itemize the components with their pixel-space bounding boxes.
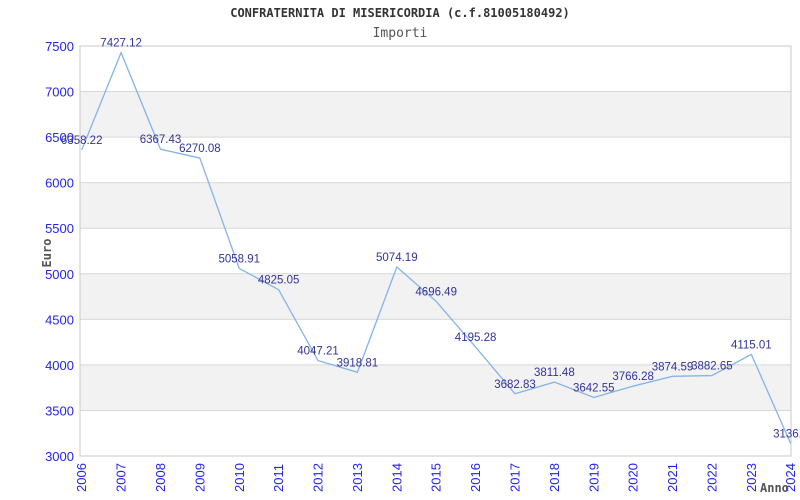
data-point-label: 6270.08	[179, 143, 221, 155]
x-tick-label: 2024	[783, 463, 798, 492]
data-point-label: 4825.05	[258, 275, 300, 287]
x-tick-label: 2017	[507, 463, 522, 492]
data-point-label: 3682.83	[494, 379, 536, 391]
chart-title: CONFRATERNITA DI MISERICORDIA (c.f.81005…	[230, 6, 570, 20]
data-point-label: 5074.19	[376, 252, 418, 264]
x-tick-label: 2006	[74, 463, 89, 492]
data-point-label: 4047.21	[297, 346, 339, 358]
data-point-label: 6358.22	[61, 135, 103, 147]
y-tick-label: 5500	[45, 221, 74, 236]
x-tick-label: 2022	[704, 463, 719, 492]
x-tick-label: 2018	[547, 463, 562, 492]
x-tick-label: 2016	[468, 463, 483, 492]
data-point-label: 7427.12	[100, 38, 142, 50]
x-tick-label: 2014	[389, 463, 404, 492]
y-axis-title: Euro	[40, 239, 54, 268]
y-tick-label: 5000	[45, 267, 74, 282]
data-point-label: 3766.28	[612, 371, 654, 383]
x-tick-label: 2007	[114, 463, 129, 492]
x-axis-title: Anno	[760, 481, 789, 495]
x-tick-label: 2023	[744, 463, 759, 492]
y-tick-label: 4500	[45, 312, 74, 327]
data-point-label: 3918.81	[337, 357, 379, 369]
y-tick-label: 4000	[45, 358, 74, 373]
data-point-label: 4115.01	[731, 339, 772, 351]
plot-band	[80, 91, 791, 138]
y-tick-label: 3000	[45, 449, 74, 464]
data-point-label: 3874.59	[652, 361, 694, 373]
data-point-label: 4696.49	[415, 286, 457, 298]
data-point-label: 5058.91	[218, 253, 260, 265]
data-point-label: 3882.65	[691, 361, 733, 373]
x-tick-label: 2019	[586, 463, 601, 492]
y-tick-label: 3500	[45, 403, 74, 418]
plot-band	[80, 364, 791, 411]
y-tick-label: 7500	[45, 39, 74, 54]
x-tick-label: 2009	[192, 463, 207, 492]
x-tick-label: 2020	[626, 463, 641, 492]
data-series-line	[81, 50, 792, 444]
x-tick-label: 2012	[311, 463, 326, 492]
y-tick-label: 6500	[45, 130, 74, 145]
data-point-label: 3811.48	[534, 367, 575, 379]
plot-band	[80, 273, 791, 320]
data-point-label: 6367.43	[140, 134, 182, 146]
x-tick-label: 2013	[350, 463, 365, 492]
plot-border	[79, 45, 792, 457]
data-point-label: 3136.9	[773, 429, 800, 441]
x-tick-label: 2015	[429, 463, 444, 492]
x-tick-label: 2010	[232, 463, 247, 492]
y-tick-label: 7000	[45, 85, 74, 100]
x-tick-label: 2008	[153, 463, 168, 492]
x-tick-label: 2011	[271, 464, 286, 492]
data-point-label: 3642.55	[573, 382, 615, 394]
chart-subtitle: Importi	[372, 26, 428, 41]
x-tick-label: 2021	[665, 463, 680, 492]
plot-band	[80, 182, 791, 229]
y-tick-label: 6000	[45, 176, 74, 191]
data-point-label: 4195.28	[455, 332, 497, 344]
